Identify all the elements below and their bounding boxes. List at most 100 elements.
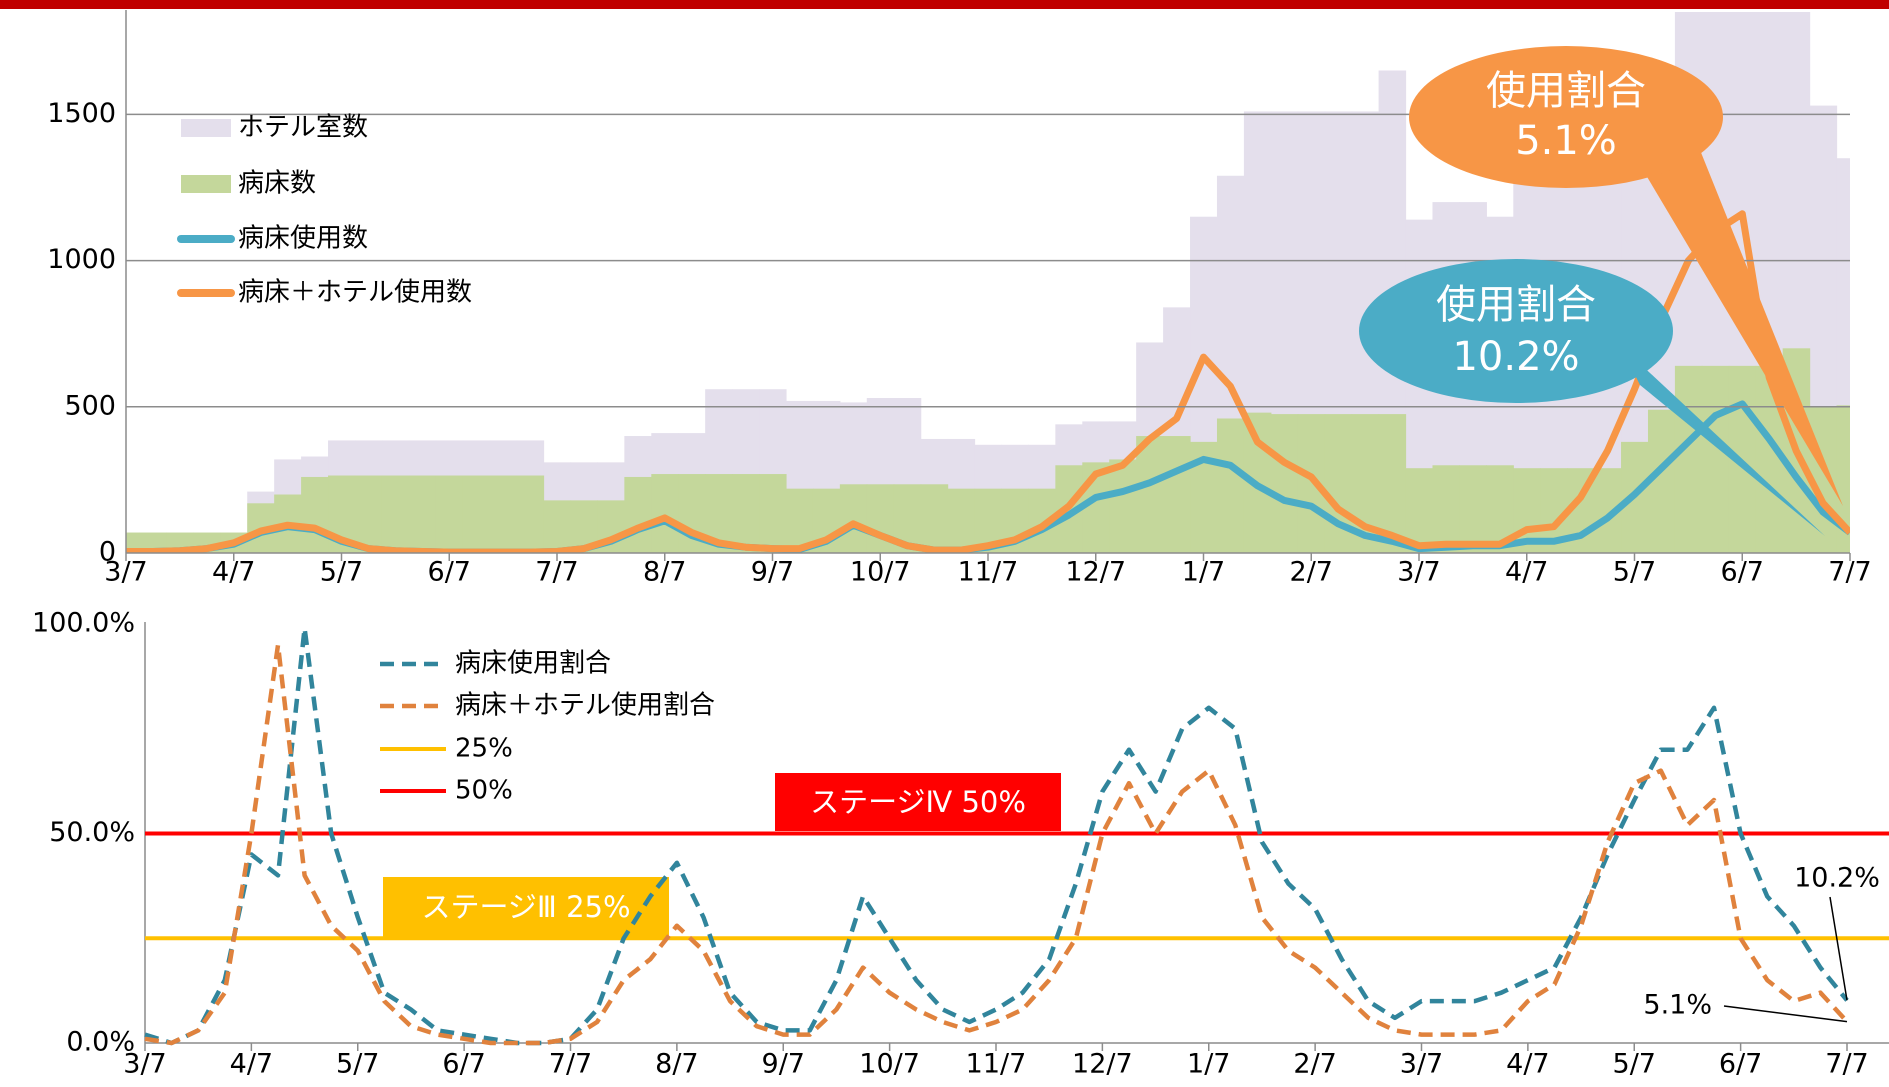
x-tick-label: 5/7	[320, 557, 363, 588]
legend-swatch	[181, 175, 231, 193]
area-bar	[1836, 405, 1850, 553]
stage-label: ステージⅢ 25%	[421, 890, 630, 924]
x-tick-label: 4/7	[212, 557, 255, 588]
x-tick-label: 5/7	[1613, 557, 1656, 588]
area-bar	[1459, 465, 1487, 553]
x-tick-label: 5/7	[336, 1049, 379, 1080]
x-tick-label: 3/7	[123, 1049, 166, 1080]
legend-label: ホテル室数	[238, 113, 368, 143]
callouts: 使用割合 5.1% 使用割合 10.2%	[1359, 46, 1843, 536]
area-bar	[1270, 414, 1299, 553]
legend-label: 病床＋ホテル使用数	[238, 278, 472, 308]
area-bar	[1674, 365, 1703, 553]
legend-label: 病床数	[238, 169, 316, 199]
x-tick-label: 12/7	[1072, 1049, 1133, 1080]
area-bar	[543, 500, 572, 553]
area-bar	[1701, 365, 1730, 553]
x-tick-label: 8/7	[655, 1049, 698, 1080]
stage-box	[383, 877, 669, 937]
area-bar	[516, 475, 545, 553]
x-tick-label: 7/7	[535, 557, 578, 588]
x-tick-label: 7/7	[1828, 557, 1871, 588]
x-tick-label: 10/7	[859, 1049, 920, 1080]
area-bar	[947, 488, 976, 553]
area-bar	[920, 484, 949, 553]
x-tick-label: 8/7	[643, 557, 686, 588]
area-bar	[732, 474, 760, 553]
callout-title: 使用割合	[1436, 282, 1596, 328]
x-tick-label: 4/7	[230, 1049, 273, 1080]
x-tick-label: 2/7	[1293, 1049, 1336, 1080]
x-tick-label: 1/7	[1182, 557, 1225, 588]
x-tick-label: 4/7	[1506, 1049, 1549, 1080]
legend-label: 病床使用数	[238, 224, 368, 254]
series-line	[144, 625, 1849, 1046]
lower-chart: 0.0% 50.0% 100.0% 3/7 4/7 5/7 6/7 7/7 8/7 9/7 10/7…	[32, 608, 1889, 1080]
area-bar	[624, 476, 652, 553]
area-bar	[1109, 459, 1137, 553]
x-tick-label: 10/7	[850, 557, 911, 588]
area-bar	[489, 475, 518, 553]
legend-label: 病床使用割合	[455, 649, 611, 679]
area-bar	[408, 475, 437, 553]
y-tick-label: 1500	[47, 98, 116, 129]
area-bar	[1136, 436, 1164, 553]
area-bar	[126, 532, 141, 553]
x-tick-label: 7/7	[549, 1049, 592, 1080]
leader-line	[1829, 896, 1848, 1001]
legend-label: 病床＋ホテル使用割合	[455, 691, 715, 721]
x-tick-label: 4/7	[1505, 557, 1548, 588]
area-bar	[301, 476, 329, 553]
callout-title: 使用割合	[1486, 68, 1646, 114]
x-tick-label: 6/7	[1721, 557, 1764, 588]
x-tick-label: 9/7	[762, 1049, 805, 1080]
y-tick-label: 0.0%	[66, 1027, 135, 1058]
area-bar	[435, 475, 464, 553]
area-bar	[1324, 414, 1353, 553]
area-bar	[1163, 436, 1191, 553]
x-tick-label: 2/7	[1290, 557, 1333, 588]
y-tick-label: 0	[99, 537, 116, 568]
x-tick-label: 6/7	[442, 1049, 485, 1080]
callout-label: 10.2%	[1452, 334, 1579, 380]
callout-bubble	[1359, 259, 1673, 403]
x-tick-label: 6/7	[1719, 1049, 1762, 1080]
area-bar	[839, 484, 868, 553]
x-tick-label: 1/7	[1187, 1049, 1230, 1080]
y-tick-label: 500	[64, 390, 116, 421]
x-tick-label: 7/7	[1825, 1049, 1868, 1080]
callout-bubble	[1409, 46, 1723, 188]
legend-label: 50%	[455, 776, 513, 806]
x-tick-label: 3/7	[1397, 557, 1440, 588]
x-tick-label: 11/7	[966, 1049, 1027, 1080]
area-bar	[462, 475, 491, 553]
area-bar	[1216, 418, 1245, 553]
y-tick-label: 1000	[47, 244, 116, 275]
stage-label: ステージⅣ 50%	[810, 785, 1026, 819]
x-tick-label: 9/7	[751, 557, 794, 588]
x-tick-label: 5/7	[1613, 1049, 1656, 1080]
area-bar	[651, 474, 679, 553]
x-tick-label: 12/7	[1065, 557, 1126, 588]
callout-tail	[1640, 150, 1843, 506]
end-label: 10.2%	[1794, 863, 1880, 894]
y-tick-label: 100.0%	[32, 608, 135, 639]
callout-tail	[1620, 345, 1825, 536]
end-label: 5.1%	[1643, 990, 1712, 1021]
x-tick-label: 3/7	[1400, 1049, 1443, 1080]
area-bar	[759, 474, 787, 553]
leader-line	[1723, 1005, 1848, 1023]
legend-swatch	[181, 119, 231, 137]
y-tick-label: 50.0%	[49, 817, 135, 848]
area-bar	[381, 475, 410, 553]
x-tick-label: 6/7	[428, 557, 471, 588]
series-line	[126, 210, 1850, 553]
area-bar	[1432, 465, 1461, 553]
x-tick-label: 11/7	[958, 557, 1019, 588]
x-tick-label: 3/7	[104, 557, 147, 588]
legend-label: 25%	[455, 734, 513, 764]
stage-box	[775, 773, 1061, 831]
area-bar	[354, 475, 383, 553]
top-band	[0, 0, 1889, 9]
